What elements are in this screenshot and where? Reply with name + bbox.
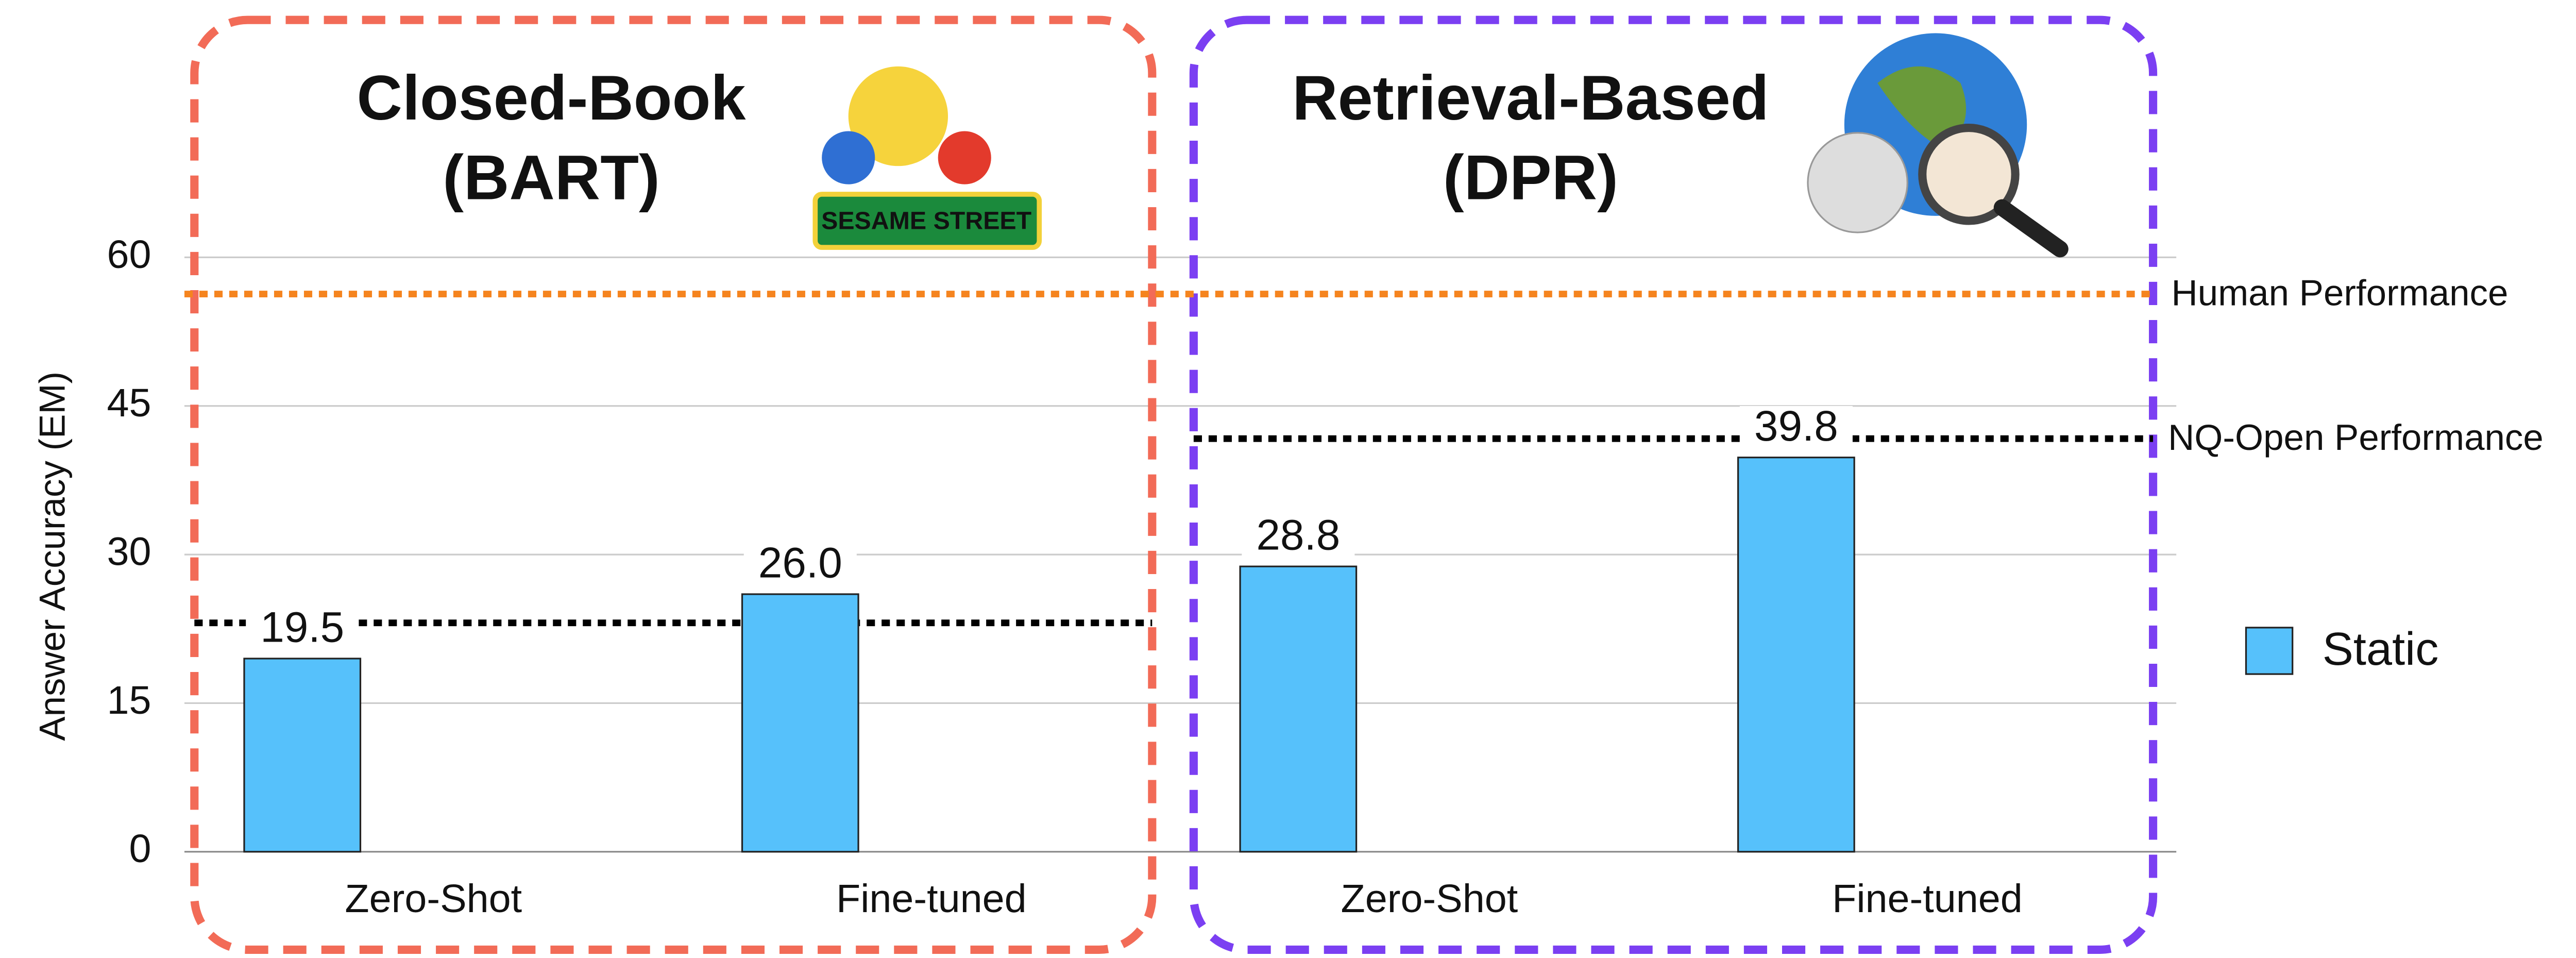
bar [1240, 566, 1357, 852]
y-axis-label: Answer Accuracy (EM) [32, 372, 73, 741]
chart: Answer Accuracy (EM) 0 15 30 45 60 Closed-Boo… [0, 0, 2576, 958]
value-label: 19.5 [260, 602, 344, 651]
y-tick-label: 45 [107, 381, 151, 425]
bar [742, 594, 859, 852]
bar [244, 659, 361, 852]
human-label: Human Performance [2172, 273, 2509, 313]
sesame-logo: SESAME STREET [815, 66, 1039, 247]
globe-logo [1808, 33, 2060, 249]
y-tick-label: 60 [107, 232, 151, 277]
y-tick-label: 0 [129, 827, 151, 871]
y-tick-label: 15 [107, 678, 151, 722]
wiki-ball [1808, 133, 1907, 232]
x-tick-label: Fine-tuned [1832, 877, 2023, 921]
value-label: 28.8 [1256, 511, 1340, 559]
legend-swatch [2246, 628, 2293, 674]
group-title: Closed-Book [357, 62, 747, 133]
x-tick-label: Zero-Shot [1341, 877, 1518, 921]
logo-figure [822, 131, 875, 184]
group-title: (DPR) [1443, 142, 1618, 213]
legend-label: Static [2323, 623, 2439, 675]
value-label: 26.0 [758, 538, 842, 586]
x-tick-label: Fine-tuned [836, 877, 1027, 921]
logo-figure [938, 131, 991, 184]
magnifier-handle [2002, 208, 2060, 249]
logo-text: SESAME STREET [821, 207, 1031, 234]
y-tick-label: 30 [107, 530, 151, 574]
group-title: (BART) [443, 142, 659, 213]
nq-open-label: NQ-Open Performance [2168, 417, 2544, 458]
value-label: 39.8 [1754, 401, 1838, 450]
x-tick-label: Zero-Shot [345, 877, 522, 921]
page: {"chart_data": { "type": "bar", "y_label… [0, 0, 2576, 958]
group-title: Retrieval-Based [1292, 62, 1769, 133]
bar [1738, 458, 1855, 852]
